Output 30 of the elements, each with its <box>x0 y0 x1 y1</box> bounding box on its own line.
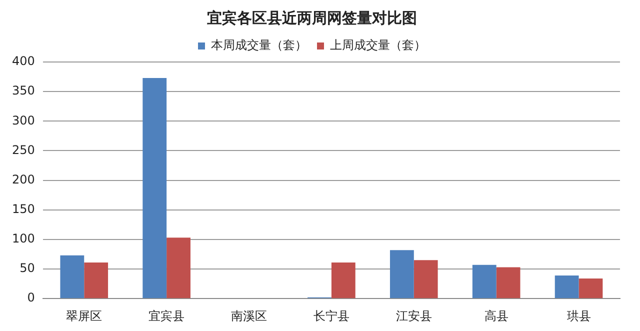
bar <box>142 78 167 298</box>
bar <box>414 260 438 298</box>
x-tick-label: 江安县 <box>396 308 432 323</box>
chart-title: 宜宾各区县近两周网签量对比图 <box>207 8 417 27</box>
legend-label: 上周成交量（套） <box>330 38 426 52</box>
bar <box>554 276 579 298</box>
bar <box>166 238 190 298</box>
y-tick-label: 200 <box>12 172 35 186</box>
y-tick-label: 50 <box>20 261 35 276</box>
x-tick-label: 珙县 <box>566 308 591 323</box>
bar <box>472 264 496 298</box>
x-tick-label: 宜宾县 <box>148 308 185 323</box>
y-tick-label: 100 <box>12 232 35 246</box>
bar <box>578 278 603 298</box>
x-tick-label: 南溪区 <box>231 308 268 323</box>
x-tick-label: 长宁县 <box>313 308 350 323</box>
x-tick-label: 高县 <box>484 308 508 323</box>
y-tick-label: 250 <box>12 142 35 157</box>
y-tick-label: 300 <box>12 113 35 128</box>
bar <box>60 255 84 298</box>
bar <box>84 262 108 298</box>
y-tick-label: 0 <box>27 290 35 305</box>
bar <box>331 262 356 298</box>
bar <box>496 267 520 298</box>
legend-label: 本周成交量（套） <box>211 38 307 52</box>
x-tick-label: 翠屏区 <box>66 308 102 323</box>
bar <box>390 250 414 298</box>
y-tick-label: 350 <box>12 84 35 98</box>
y-tick-label: 400 <box>12 54 35 68</box>
y-tick-label: 150 <box>12 202 35 216</box>
